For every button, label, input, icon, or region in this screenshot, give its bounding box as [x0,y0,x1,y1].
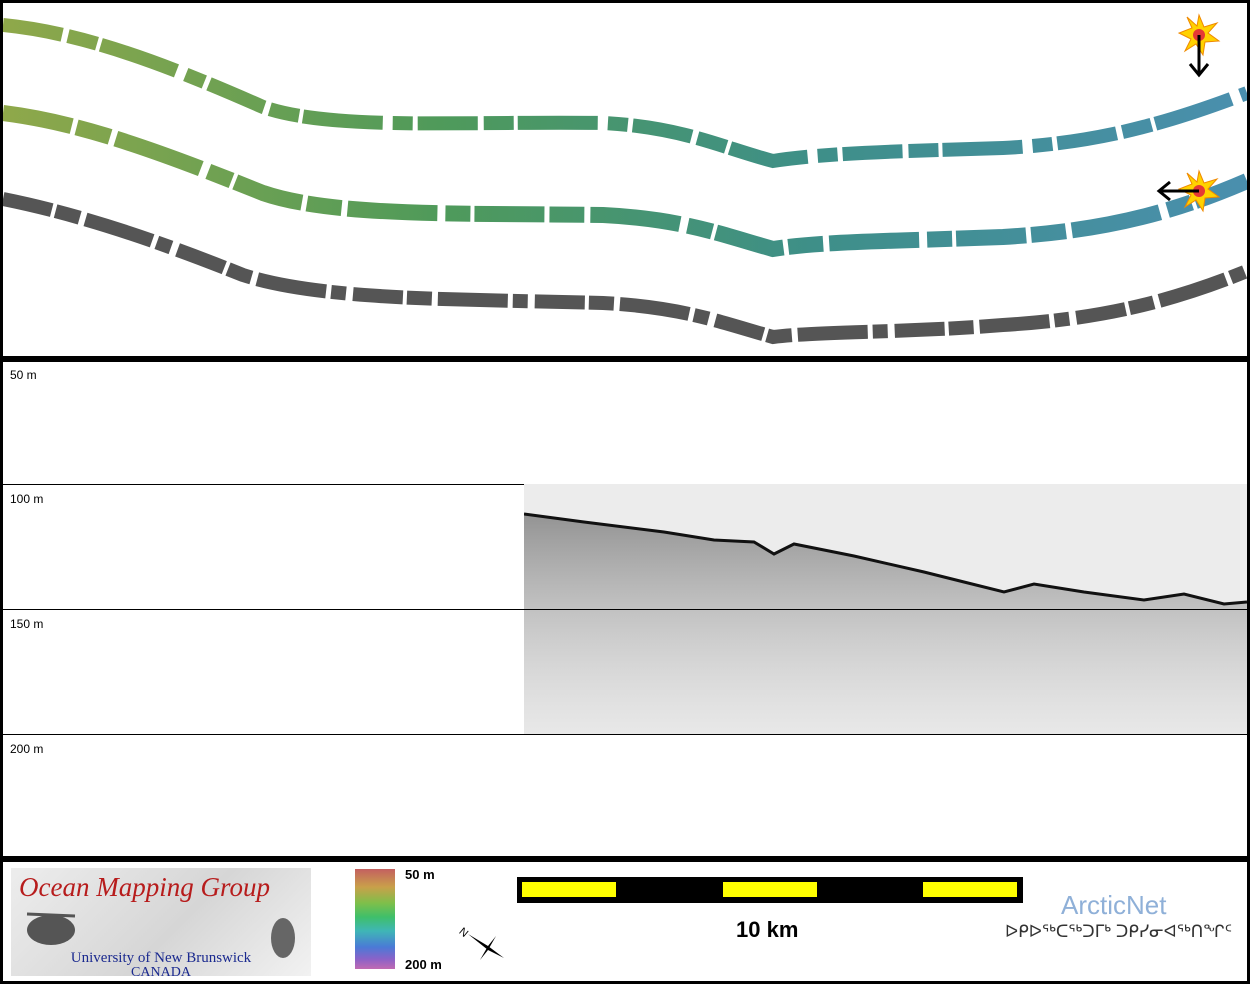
arcticnet-logo: ArcticNet [1061,890,1167,920]
ocean-mapping-group-logo: Ocean Mapping Group University of New Br… [11,868,311,976]
legend-footer: Ocean Mapping Group University of New Br… [3,862,1247,981]
arcticnet-syllabics: ᐅᑭᐅᖅᑕᖅᑐᒥᒃ ᑐᑭᓯᓂᐊᖅᑎᖏᑦ [1005,922,1232,941]
swath-map [3,13,1247,345]
left-arrow-icon [1156,180,1199,202]
swath-strip-backscatter [3,192,1247,345]
down-arrow-icon [1188,35,1210,78]
colorbar-bottom-label: 200 m [405,957,442,972]
scale-bar-segment [522,882,616,897]
seafloor-reflector-line [524,512,1247,606]
colorbar-top-label: 50 m [405,867,435,882]
omg-title: Ocean Mapping Group [19,872,270,902]
scale-bar [517,877,1023,903]
depth-label-50: 50 m [10,368,37,382]
depth-gridline [3,734,1247,735]
scale-bar-label: 10 km [736,917,799,942]
depth-colorbar [355,869,395,969]
depth-label-200: 200 m [10,742,44,756]
north-label: N [458,926,470,940]
swath-strip-top [3,18,1247,169]
swath-map-panel [3,3,1247,356]
survey-vessel-icon [26,912,295,958]
depth-profile-panel: 50 m 100 m 150 m 200 m [3,362,1247,856]
north-arrow-icon: N [456,922,508,962]
echogram-backscatter-fill [524,514,1247,734]
omg-country: CANADA [131,965,191,976]
swath-strip-middle [3,105,1247,258]
scale-bar-segment [723,882,817,897]
depth-label-100: 100 m [10,492,44,506]
scale-bar-segment [923,882,1017,897]
omg-university: University of New Brunswick [70,950,252,966]
depth-gridline [3,609,1247,610]
depth-label-150: 150 m [10,617,44,631]
echogram-trace [524,512,1247,734]
